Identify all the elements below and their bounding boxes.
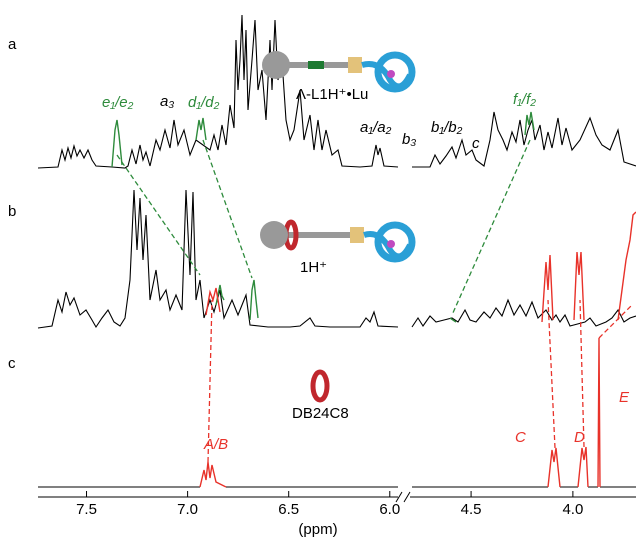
panel-label: c xyxy=(8,355,16,372)
x-tick-label: 7.5 xyxy=(76,501,97,518)
spectrum-a-right xyxy=(412,111,636,168)
peak-f-a xyxy=(524,111,535,136)
peak-label: e₁/e₂ xyxy=(102,94,134,111)
peak-label: b₁/b₂ xyxy=(431,119,463,136)
peak-label: b₃ xyxy=(402,131,416,148)
compound-label: 1H⁺ xyxy=(300,259,327,276)
axis-break xyxy=(395,491,411,503)
panel-label: b xyxy=(8,203,16,220)
molecule-icon xyxy=(262,51,416,93)
molecule-icon xyxy=(260,219,416,263)
peak-label: f₁/f₂ xyxy=(513,91,536,108)
spectrum-b-right xyxy=(411,298,636,328)
spectrum-b xyxy=(37,189,399,329)
spectrum-a xyxy=(37,14,399,169)
peak-e-a xyxy=(111,119,123,168)
correlation-line xyxy=(207,299,633,463)
panel-label: a xyxy=(8,36,17,53)
peak-b-red xyxy=(205,211,636,323)
peak-label: a₃ xyxy=(160,93,174,110)
peak-d-a xyxy=(195,117,207,141)
peak-label: a₁/a₂ xyxy=(360,119,392,136)
peak-label: d₁/d₂ xyxy=(188,94,220,111)
peaks-c xyxy=(199,337,601,488)
peak-label: C xyxy=(515,429,526,446)
peak-b-green xyxy=(215,279,457,323)
crown-ether-icon xyxy=(310,369,330,403)
x-tick-label: 6.0 xyxy=(379,501,400,518)
peak-label: E xyxy=(619,389,630,406)
x-tick-label: 4.5 xyxy=(461,501,482,518)
x-tick-label: 6.5 xyxy=(278,501,299,518)
peak-label: D xyxy=(574,429,585,446)
x-axis-label: (ppm) xyxy=(298,521,337,538)
correlation-line xyxy=(116,139,531,316)
x-tick-label: 4.0 xyxy=(562,501,583,518)
peak-label: A/B xyxy=(203,436,228,453)
peak-label: c xyxy=(472,135,480,152)
compound-label: Λ-L1H⁺•Lu xyxy=(296,86,368,103)
x-tick-label: 7.0 xyxy=(177,501,198,518)
compound-label: DB24C8 xyxy=(292,405,349,422)
